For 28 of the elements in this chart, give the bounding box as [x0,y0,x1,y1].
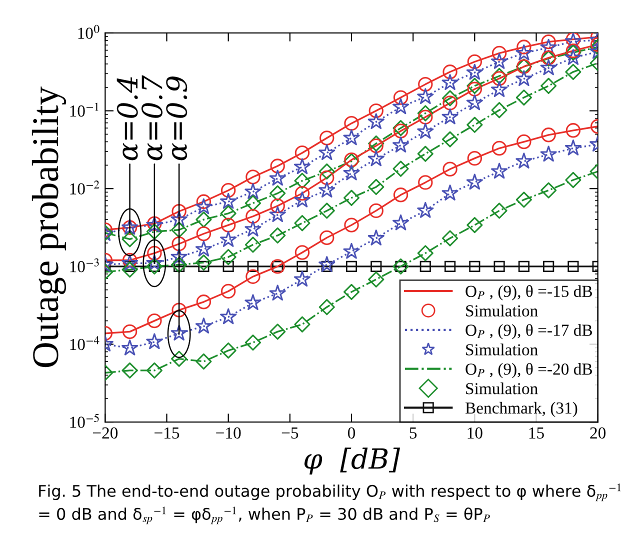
y-tick-label: 10$^{−1}$ [70,102,98,117]
annotation: α=0.9 [166,76,188,160]
legend-label: Simulation [466,344,538,356]
y-tick-label: 10$^{−3}$ [70,258,99,272]
x-tick-label: 15 [529,427,544,439]
x-tick-label: −10 [216,427,241,439]
y-tick-label: 10$^{0}$ [78,24,100,39]
legend-label: O$_{P}$ , (9), θ =-20 dB [466,362,592,378]
x-tick-label: −15 [154,427,180,439]
x-tick-label: −20 [92,427,118,439]
y-tick-label: 10$^{−2}$ [70,180,100,194]
legend-label: Simulation [466,382,538,394]
legend-label: Simulation [466,304,538,317]
annotation: α=0.4 [116,77,138,160]
y-tick-label: 10$^{−5}$ [70,414,99,428]
x-tick-label: 5 [410,428,417,439]
x-tick-label: 0 [348,427,356,439]
x-tick-label: 10 [468,427,482,439]
legend-label: Benchmark, (31) [465,402,578,418]
x-axis-title: φ [dB] [304,448,400,474]
legend-label: O$_{P}$ , (9), θ =-15 dB [466,285,592,300]
legend-label: O$_{P}$ , (9), θ =-17 dB [466,324,592,340]
x-tick-label: −5 [282,428,298,439]
annotation: α=0.7 [141,75,162,160]
y-axis-title: Outage probability [32,86,66,368]
y-tick-label: 10$^{−4}$ [70,336,100,350]
text: Fig. 5 The end-to-end outage probability O$_{P}$ with respect to φ where δ$_{pp}$$^{−1}$ = 0 dB and δ$_{sp}$$^{−1}$ = φδ$_{pp}$$^{−1}$, when P$_{P}$ = 30 dB and P$_{S}$ = θP$_{P}$ [39,484,621,524]
x-tick-label: 20 [590,427,606,439]
